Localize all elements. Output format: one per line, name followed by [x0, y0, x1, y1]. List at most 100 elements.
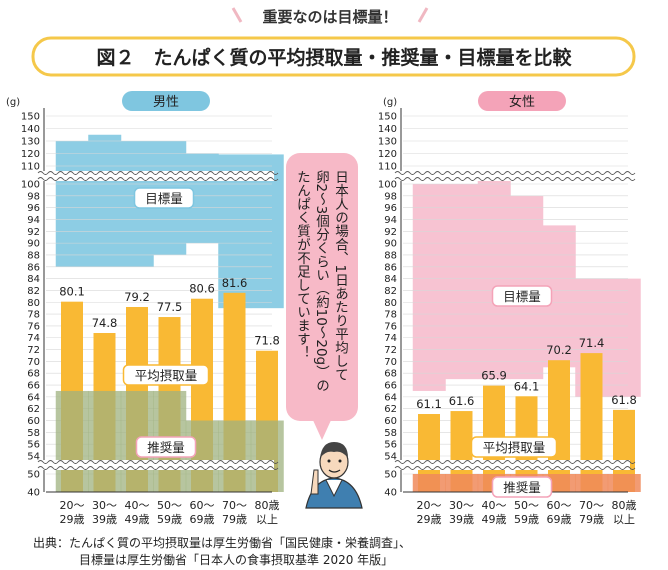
y-tick-label: 94	[384, 215, 397, 226]
y-tick-label: 70	[384, 357, 397, 368]
average-value-label: 61.1	[416, 397, 442, 411]
y-tick-label: 54	[384, 452, 397, 463]
female-panel-label: 女性	[509, 94, 535, 110]
y-tick-label: 96	[27, 203, 40, 214]
average-annotation-box	[470, 436, 558, 458]
y-tick-label: 64	[27, 392, 40, 403]
male-unit-label: (g)	[6, 97, 20, 108]
recommended-range	[250, 420, 284, 492]
y-tick-label: 150	[21, 112, 40, 123]
average-annotation: 平均摂取量	[135, 368, 198, 383]
y-tick-label: 56	[384, 440, 397, 451]
male-panel-pill	[122, 91, 210, 111]
average-value-label: 77.5	[157, 300, 183, 314]
y-tick-label: 74	[27, 333, 40, 344]
male-chart: 40 50 545658606264666870727476788082848688…	[21, 108, 284, 526]
female-unit-label: (g)	[383, 97, 397, 108]
recommended-range	[412, 474, 446, 492]
y-tick-label: 130	[21, 137, 40, 148]
x-tick-label: 29歳	[417, 513, 442, 526]
recommended-annotation-box	[135, 436, 197, 458]
y-tick-label: 58	[27, 428, 40, 439]
axis-break-mark	[394, 466, 636, 470]
y-tick-label: 110	[378, 162, 397, 173]
x-tick-label: 30〜	[449, 499, 474, 512]
x-tick-label: 60〜	[547, 499, 572, 512]
recommended-annotation: 推奨量	[503, 480, 541, 495]
y-tick-label: 100	[21, 180, 40, 191]
y-tick-label: 68	[27, 369, 40, 380]
y-tick-label: 88	[384, 250, 397, 261]
y-tick-label: 130	[378, 137, 397, 148]
y-tick-label: 76	[384, 321, 397, 332]
recommended-range	[575, 474, 609, 492]
axis-break-mark	[394, 460, 636, 464]
y-tick-label: 50	[384, 470, 397, 481]
average-value-label: 81.6	[222, 276, 248, 290]
x-tick-label: 59歳	[157, 513, 182, 526]
recommended-range	[88, 390, 122, 492]
x-tick-label: 80歳	[255, 499, 280, 512]
y-tick-label: 50	[27, 470, 40, 481]
y-tick-label: 78	[384, 310, 397, 321]
average-bar	[450, 411, 473, 492]
y-tick-label: 92	[27, 227, 40, 238]
y-tick-label: 80	[384, 298, 397, 309]
speech-bubble-body	[286, 153, 358, 421]
axis-break-mark	[394, 171, 636, 175]
y-tick-label: 72	[27, 345, 40, 356]
y-tick-label: 74	[384, 333, 397, 344]
x-tick-label: 29歳	[60, 513, 85, 526]
x-tick-label: 69歳	[547, 513, 572, 526]
axis-break-gap	[395, 171, 630, 181]
source-line-1: 出典：たんぱく質の平均摂取量は厚生労働省「国民健康・栄養調査」、	[33, 535, 411, 550]
chart-title: 図２ たんぱく質の平均摂取量・推奨量・目標量を比較	[96, 46, 572, 69]
x-tick-label: 20〜	[417, 499, 442, 512]
recommended-range	[55, 390, 89, 492]
y-tick-label: 110	[21, 162, 40, 173]
x-tick-label: 49歳	[125, 513, 150, 526]
speech-line-3: たんぱく質が不足しています！	[294, 170, 311, 359]
axis-break-mark	[37, 177, 279, 181]
speech-bubble: 日本人の場合、1日あたり平均して 卵2〜3個分くらい（約10〜20g）の たんぱ…	[286, 153, 358, 440]
average-annotation-box	[122, 364, 210, 386]
y-tick-label: 120	[21, 149, 40, 160]
x-tick-label: 39歳	[449, 513, 474, 526]
female-chart: 40 50 545658606264666870727476788082848688…	[378, 108, 641, 526]
average-annotation: 平均摂取量	[483, 440, 546, 455]
y-tick-label: 80	[27, 298, 40, 309]
x-tick-label: 69歳	[190, 513, 215, 526]
recommended-range	[445, 474, 479, 492]
y-tick-label: 86	[27, 262, 40, 273]
axis-break-mark	[37, 460, 279, 464]
y-tick-label: 56	[27, 440, 40, 451]
y-tick-label: 98	[384, 191, 397, 202]
y-tick-label: 64	[384, 392, 397, 403]
y-tick-label: 100	[378, 180, 397, 191]
y-tick-label: 62	[384, 404, 397, 415]
recommended-range	[607, 474, 641, 492]
average-value-label: 80.6	[189, 282, 215, 296]
average-value-label: 64.1	[514, 379, 540, 393]
y-tick-label: 150	[378, 112, 397, 123]
y-tick-label: 86	[384, 262, 397, 273]
axis-break-mark	[37, 171, 279, 175]
speech-bubble-tail	[312, 418, 332, 440]
y-tick-label: 120	[378, 149, 397, 160]
speech-line-2: 卵2〜3個分くらい（約10〜20g）の	[313, 170, 330, 393]
x-tick-label: 以上	[613, 513, 635, 526]
x-tick-label: 40〜	[482, 499, 507, 512]
average-bar	[613, 409, 635, 492]
x-tick-label: 20〜	[60, 499, 85, 512]
source-line-2: 目標量は厚生労働省「日本人の食事摂取基準 2020 年版」	[79, 552, 393, 567]
x-tick-label: 70〜	[579, 499, 604, 512]
y-tick-label: 84	[27, 274, 40, 285]
x-tick-label: 59歳	[514, 513, 539, 526]
average-bar	[580, 353, 603, 492]
average-value-label: 70.2	[546, 343, 572, 357]
y-tick-label: 66	[27, 381, 40, 392]
y-tick-label: 68	[384, 369, 397, 380]
y-tick-label: 82	[384, 286, 397, 297]
